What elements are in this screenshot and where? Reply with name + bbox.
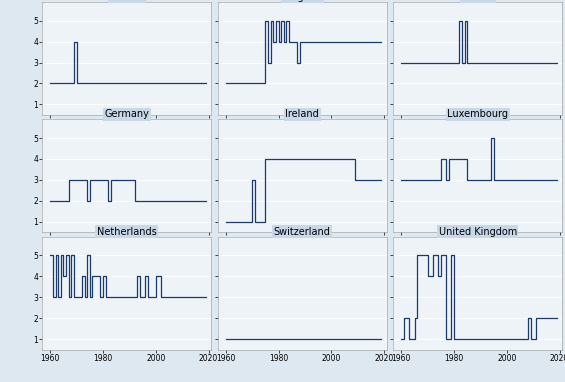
Text: United Kingdom: United Kingdom [438,227,517,237]
Text: Netherlands: Netherlands [97,227,157,237]
Text: France: France [462,0,494,2]
Text: Belgium: Belgium [282,0,323,2]
Text: Germany: Germany [105,109,149,119]
Text: Switzerland: Switzerland [274,227,331,237]
Text: Ireland: Ireland [285,109,319,119]
Text: Luxembourg: Luxembourg [447,109,508,119]
Text: Austria: Austria [110,0,144,2]
